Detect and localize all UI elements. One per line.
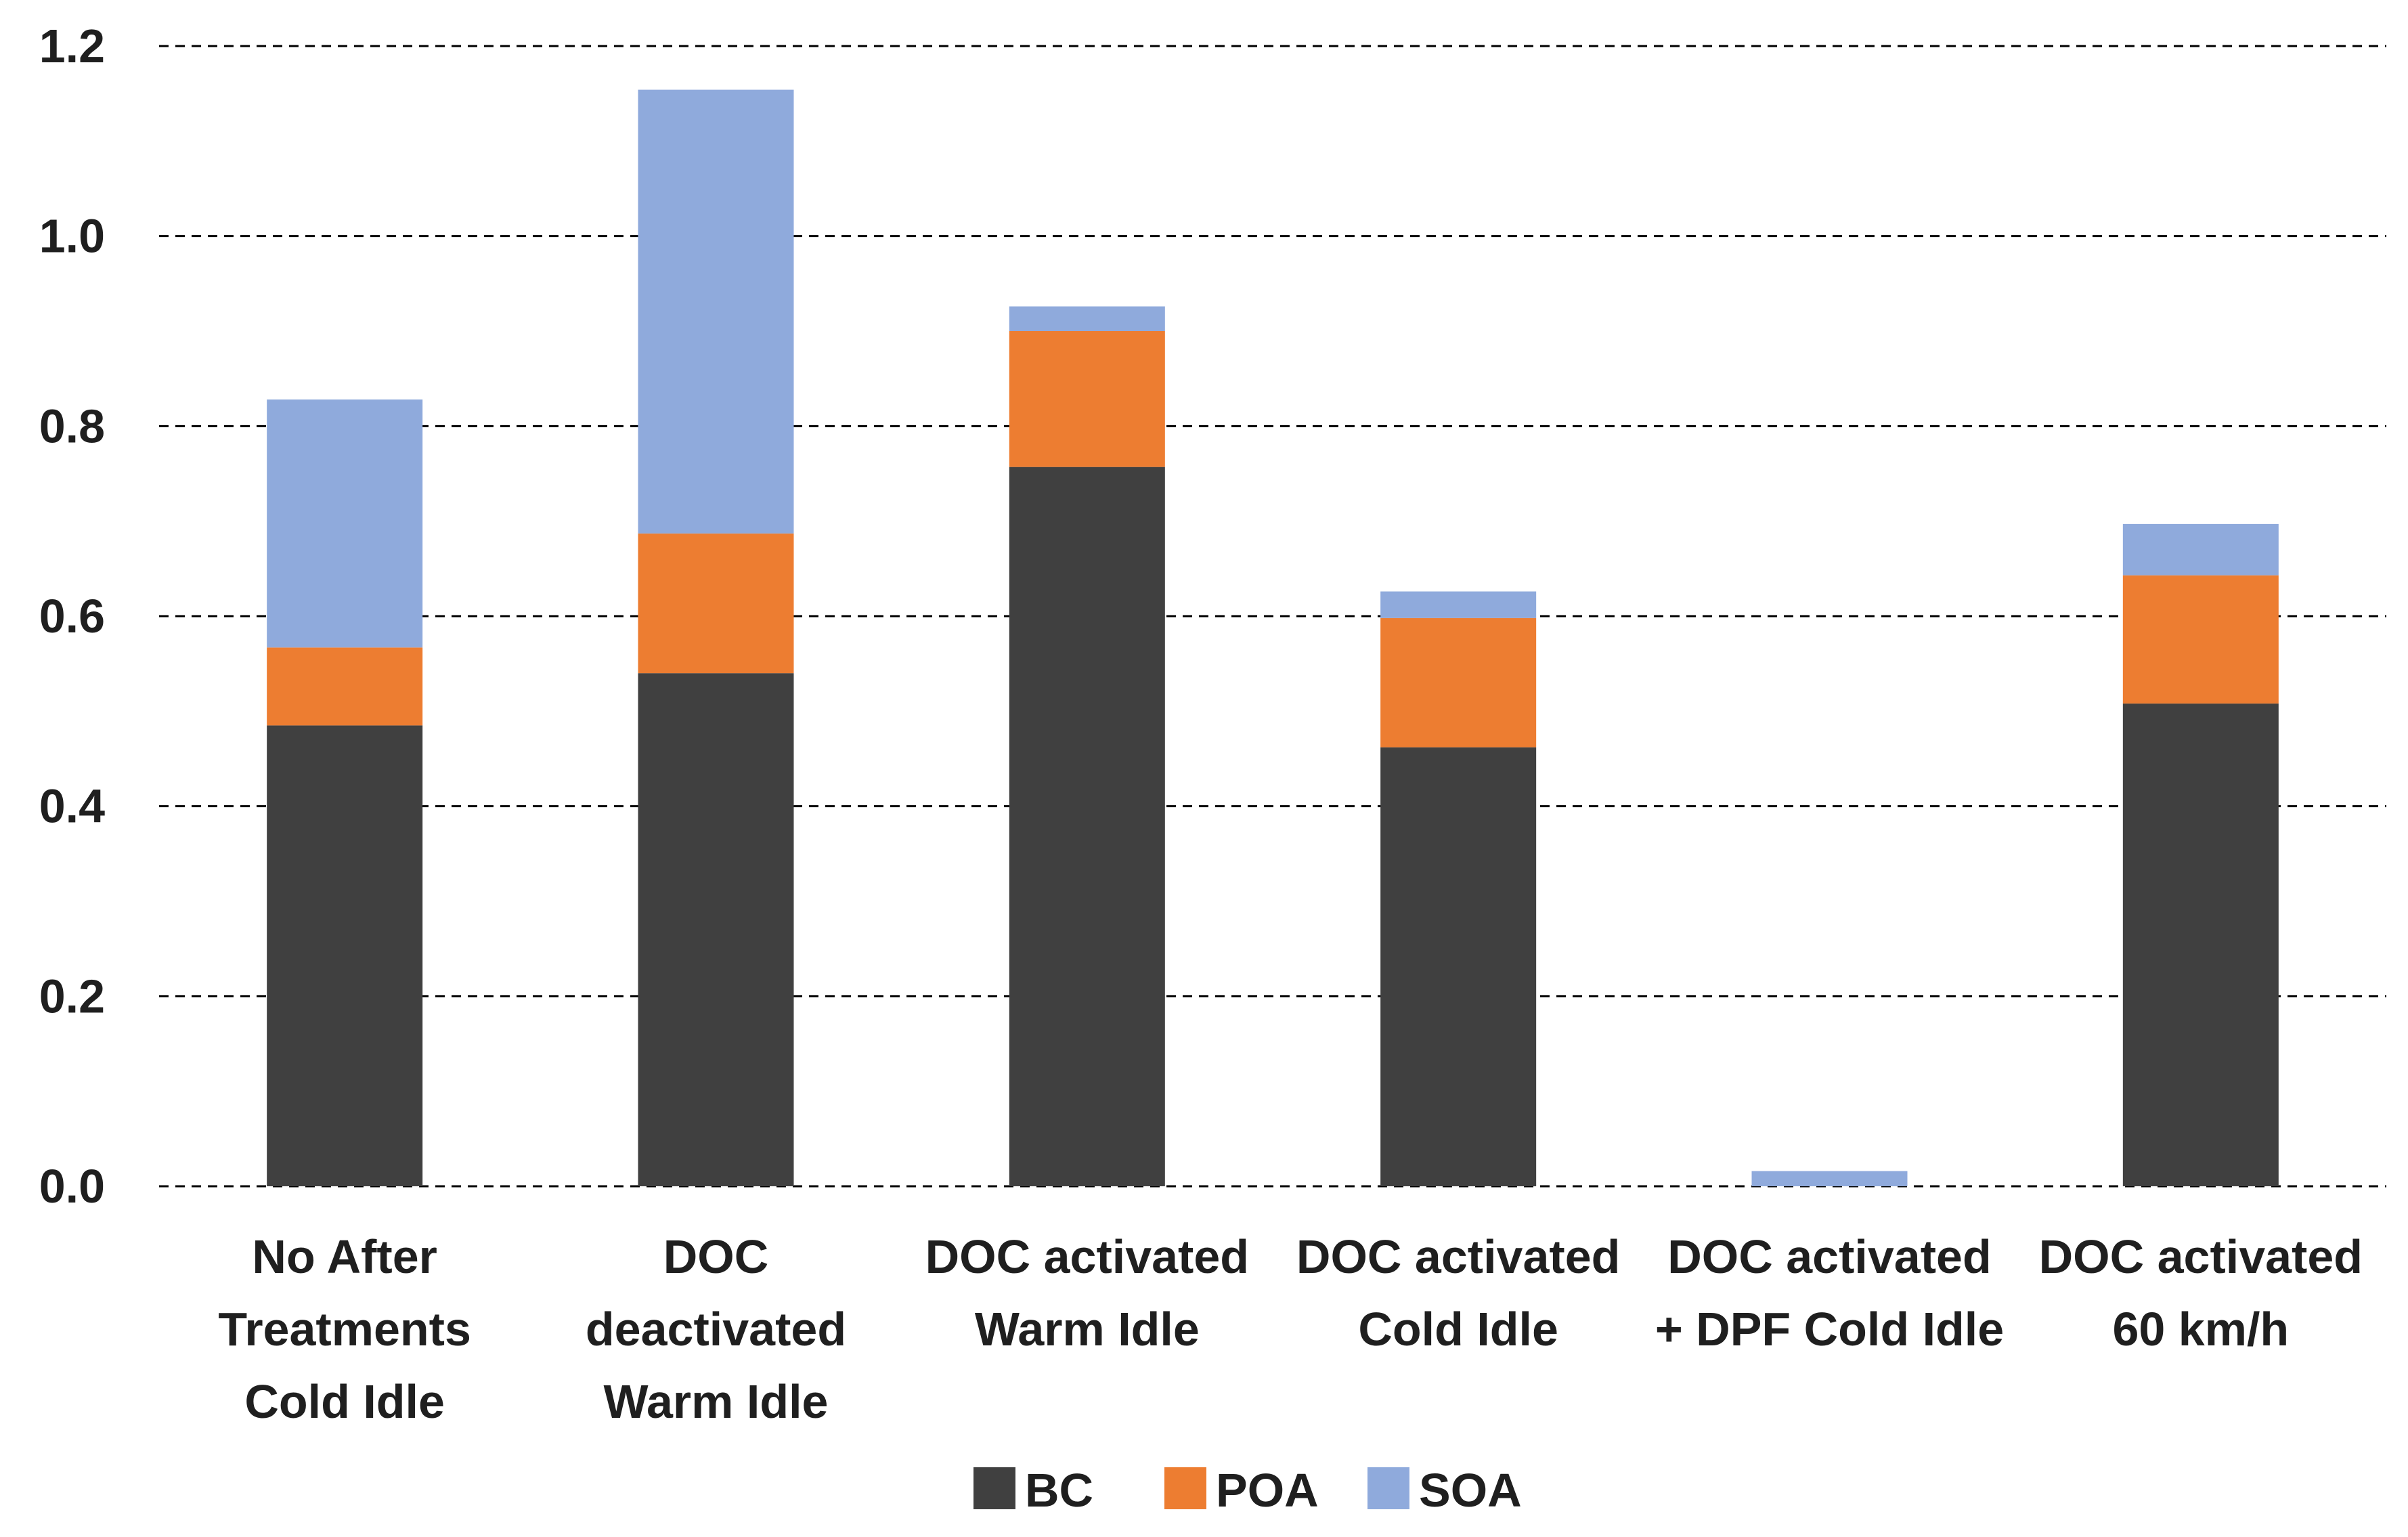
legend: BC POA SOA <box>973 1464 1522 1517</box>
y-tick-label: 0.4 <box>39 780 105 833</box>
bar-stack <box>1380 591 1537 1186</box>
bar-segment-soa <box>1380 591 1537 618</box>
bar-stack <box>1009 306 1165 1186</box>
x-category-label: Warm Idle <box>975 1303 1200 1356</box>
gridlines <box>159 45 2386 1188</box>
x-category-label: deactivated <box>586 1303 846 1356</box>
legend-swatch <box>1164 1467 1206 1509</box>
x-category-label: DOC activated <box>1667 1230 1991 1283</box>
bar-segment-poa <box>267 647 423 726</box>
bar-segment-poa <box>2122 575 2279 704</box>
x-category-label: No After <box>252 1230 437 1283</box>
bar-segment-poa <box>638 533 794 674</box>
y-tick-label: 0.0 <box>39 1160 105 1213</box>
y-tick-label: 0.2 <box>39 970 105 1022</box>
bar-segment-soa <box>267 399 423 648</box>
bar-segment-poa <box>1380 618 1537 748</box>
legend-item-soa: SOA <box>1367 1464 1522 1517</box>
bar-segment-soa <box>1751 1171 1908 1186</box>
bar-segment-bc <box>638 673 794 1186</box>
bars <box>267 89 2279 1186</box>
x-category-label: 60 km/h <box>2112 1303 2289 1356</box>
legend-label: POA <box>1216 1464 1319 1517</box>
x-category-label: + DPF Cold Idle <box>1655 1303 2004 1356</box>
x-category-label: DOC <box>663 1230 769 1283</box>
legend-label: BC <box>1025 1464 1093 1517</box>
bar-segment-bc <box>267 725 423 1186</box>
legend-label: SOA <box>1419 1464 1522 1517</box>
x-category-label: DOC activated <box>1296 1230 1620 1283</box>
bar-segment-soa <box>2122 523 2279 576</box>
bar-stack <box>2122 523 2279 1186</box>
bar-stack <box>638 89 794 1186</box>
legend-swatch <box>973 1467 1015 1509</box>
y-tick-label: 1.2 <box>39 20 105 72</box>
legend-item-poa: POA <box>1164 1464 1319 1517</box>
x-category-label: Cold Idle <box>1358 1303 1558 1356</box>
bar-stack <box>267 399 423 1186</box>
bar-segment-bc <box>1380 747 1537 1186</box>
y-tick-label: 0.6 <box>39 590 105 643</box>
bar-segment-poa <box>1009 331 1165 467</box>
y-tick-label: 0.8 <box>39 399 105 452</box>
y-axis-tick-labels: 0.0 0.2 0.4 0.6 0.8 1.0 1.2 <box>39 20 105 1213</box>
bar-segment-soa <box>638 89 794 534</box>
bar-segment-bc <box>2122 703 2279 1186</box>
x-category-label: DOC activated <box>925 1230 1249 1283</box>
y-tick-label: 1.0 <box>39 210 105 263</box>
bar-segment-bc <box>1009 467 1165 1186</box>
x-axis-category-labels: No After Treatments Cold Idle DOC deactivate… <box>218 1230 2363 1428</box>
x-category-label: Cold Idle <box>244 1375 445 1428</box>
x-category-label: Warm Idle <box>604 1375 829 1428</box>
x-category-label: DOC activated <box>2039 1230 2363 1283</box>
legend-item-bc: BC <box>973 1464 1093 1517</box>
x-category-label: Treatments <box>218 1303 470 1356</box>
bar-stack <box>1751 1171 1908 1186</box>
legend-swatch <box>1367 1467 1409 1509</box>
bar-segment-soa <box>1009 306 1165 331</box>
